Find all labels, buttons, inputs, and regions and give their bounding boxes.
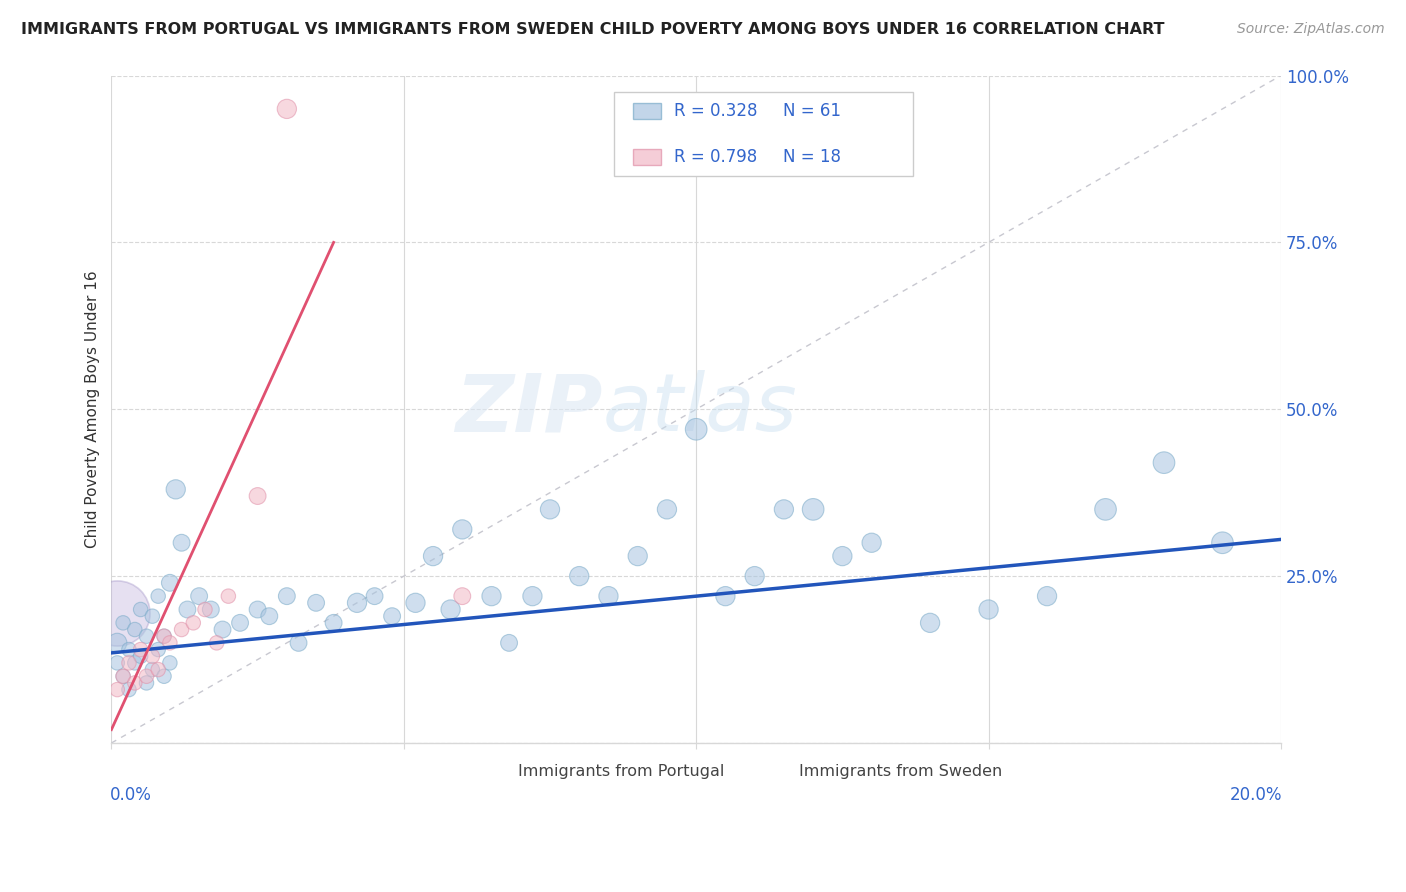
Point (1094, 502, 1116, 516)
Text: 0.0%: 0.0% (110, 787, 152, 805)
Point (276, 589, 298, 603)
Point (159, 656, 181, 670)
Point (118, 682, 141, 697)
Point (105, 682, 128, 697)
Text: 20.0%: 20.0% (1230, 787, 1282, 805)
Point (148, 642, 170, 657)
Text: atlas: atlas (603, 370, 797, 449)
Point (287, 636, 309, 650)
Point (801, 502, 824, 516)
FancyBboxPatch shape (759, 763, 792, 784)
Point (831, 549, 853, 563)
Point (246, 602, 269, 616)
Text: Source: ZipAtlas.com: Source: ZipAtlas.com (1237, 22, 1385, 37)
Point (481, 589, 503, 603)
Point (568, 569, 591, 583)
Point (118, 642, 141, 657)
Point (200, 602, 222, 616)
Point (363, 589, 385, 603)
Point (194, 602, 217, 616)
Point (1153, 456, 1175, 470)
Point (229, 615, 252, 630)
Point (153, 629, 176, 643)
FancyBboxPatch shape (633, 149, 661, 165)
Point (170, 623, 193, 637)
Point (773, 502, 796, 516)
FancyBboxPatch shape (614, 92, 912, 176)
Point (860, 535, 883, 549)
Point (246, 489, 269, 503)
Point (112, 615, 135, 630)
Text: Immigrants from Sweden: Immigrants from Sweden (799, 764, 1002, 780)
Point (305, 596, 328, 610)
Point (422, 549, 444, 563)
Point (714, 589, 737, 603)
Point (112, 669, 135, 683)
Point (627, 549, 650, 563)
Point (159, 636, 181, 650)
Text: R = 0.328: R = 0.328 (673, 102, 758, 120)
Point (148, 589, 170, 603)
Point (148, 663, 170, 677)
Point (451, 589, 474, 603)
Point (259, 609, 281, 624)
Point (977, 602, 1000, 616)
Text: R = 0.798: R = 0.798 (673, 148, 758, 166)
Text: N = 61: N = 61 (783, 102, 841, 120)
Point (346, 596, 368, 610)
Point (188, 589, 211, 603)
Y-axis label: Child Poverty Among Boys Under 16: Child Poverty Among Boys Under 16 (86, 270, 100, 548)
Point (451, 523, 474, 537)
Point (153, 629, 176, 643)
Text: Immigrants from Portugal: Immigrants from Portugal (519, 764, 724, 780)
Point (112, 669, 135, 683)
Point (181, 615, 204, 630)
Point (124, 656, 146, 670)
Point (522, 589, 544, 603)
Point (105, 606, 128, 620)
Point (381, 609, 404, 624)
Point (141, 649, 163, 664)
Text: IMMIGRANTS FROM PORTUGAL VS IMMIGRANTS FROM SWEDEN CHILD POVERTY AMONG BOYS UNDE: IMMIGRANTS FROM PORTUGAL VS IMMIGRANTS F… (21, 22, 1164, 37)
FancyBboxPatch shape (478, 763, 510, 784)
Point (153, 669, 176, 683)
FancyBboxPatch shape (633, 103, 661, 119)
Point (655, 502, 678, 516)
Point (1036, 589, 1059, 603)
Text: N = 18: N = 18 (783, 148, 841, 166)
Point (159, 575, 181, 590)
Point (276, 102, 298, 116)
Point (135, 676, 157, 690)
Point (322, 615, 344, 630)
Point (920, 615, 942, 630)
Point (205, 636, 228, 650)
Point (217, 589, 239, 603)
Point (105, 656, 128, 670)
Text: ZIP: ZIP (456, 370, 603, 449)
Point (439, 602, 461, 616)
Point (141, 663, 163, 677)
Point (538, 502, 561, 516)
Point (170, 535, 193, 549)
Point (135, 629, 157, 643)
Point (176, 602, 198, 616)
Point (105, 636, 128, 650)
Point (129, 649, 152, 664)
Point (1211, 535, 1233, 549)
Point (598, 589, 620, 603)
Point (135, 669, 157, 683)
Point (498, 636, 520, 650)
Point (118, 656, 141, 670)
Point (405, 596, 427, 610)
Point (124, 676, 146, 690)
Point (129, 602, 152, 616)
Point (744, 569, 766, 583)
Point (141, 609, 163, 624)
Point (124, 623, 146, 637)
Point (129, 642, 152, 657)
Point (685, 422, 707, 436)
Point (165, 483, 187, 497)
Point (211, 623, 233, 637)
